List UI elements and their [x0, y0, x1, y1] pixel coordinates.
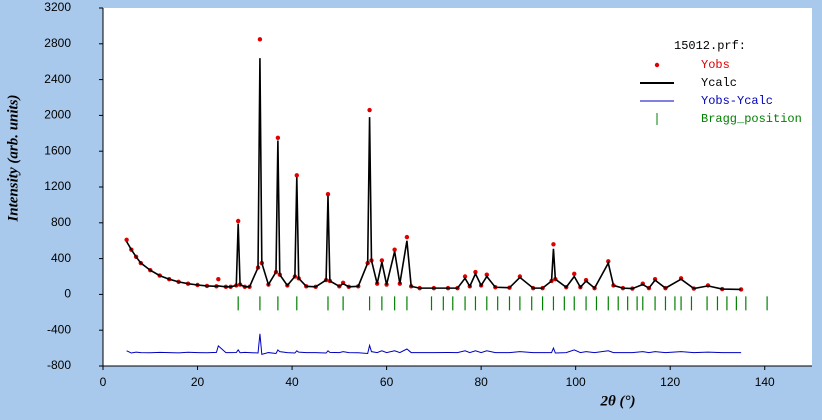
plot-area — [103, 8, 812, 366]
x-tick-label: 140 — [755, 375, 775, 389]
legend-label: Ycalc — [701, 76, 737, 90]
obs-point — [216, 276, 221, 282]
y-tick-label: 0 — [64, 287, 71, 301]
obs-point — [404, 234, 410, 240]
legend-label: Yobs-Ycalc — [701, 94, 773, 108]
obs-point — [484, 272, 490, 277]
x-tick-label: 20 — [191, 375, 205, 389]
y-tick-label: 2400 — [44, 72, 71, 86]
y-tick-label: 3200 — [44, 0, 71, 14]
obs-point — [379, 258, 385, 263]
obs-point — [551, 242, 556, 247]
x-tick-label: 100 — [566, 375, 586, 389]
obs-point — [275, 135, 281, 140]
y-tick-label: 2000 — [44, 108, 71, 122]
x-tick-label: 60 — [380, 375, 394, 389]
legend-title: 15012.prf: — [674, 39, 746, 53]
obs-point — [572, 271, 577, 277]
y-axis-label: Intensity (arb. units) — [5, 94, 21, 222]
obs-point — [606, 259, 611, 264]
y-tick-label: 800 — [51, 215, 71, 229]
y-tick-label: 1600 — [44, 143, 71, 157]
y-tick-label: -400 — [47, 322, 71, 336]
y-tick-label: -800 — [47, 358, 71, 372]
y-tick-label: 2800 — [44, 36, 71, 50]
y-tick-label: 1200 — [44, 179, 71, 193]
obs-point — [124, 237, 129, 243]
legend: 15012.prf: Yobs Ycalc Yobs-Ycalc Bragg_posi… — [640, 39, 802, 126]
obs-point — [325, 191, 331, 197]
obs-point — [294, 173, 299, 178]
obs-point — [257, 37, 263, 42]
x-tick-label: 40 — [285, 375, 299, 389]
x-tick-label: 0 — [100, 375, 107, 389]
x-axis-label: 2θ (°) — [599, 393, 635, 409]
obs-point — [462, 274, 468, 279]
obs-point — [235, 218, 241, 224]
legend-label: Bragg_position — [701, 112, 802, 126]
legend-label: Yobs — [701, 58, 730, 72]
x-tick-label: 120 — [660, 375, 680, 389]
x-tick-label: 80 — [474, 375, 488, 389]
profile-line — [126, 333, 742, 356]
obs-point — [392, 247, 397, 252]
profile-line — [125, 58, 742, 291]
legend-symbol — [654, 62, 660, 68]
y-tick-label: 400 — [51, 251, 71, 265]
obs-point — [367, 107, 372, 113]
